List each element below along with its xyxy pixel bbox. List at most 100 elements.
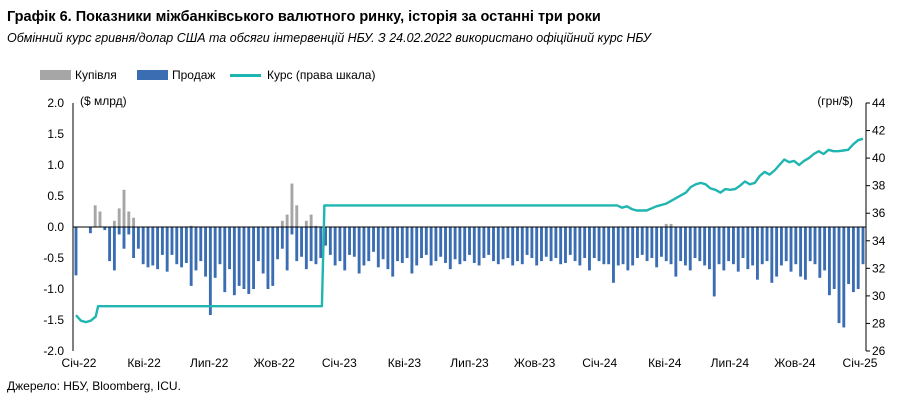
bar-sell (516, 227, 519, 262)
bar-sell (511, 227, 515, 266)
bar-buy (132, 217, 136, 227)
bar-sell (650, 227, 654, 258)
bar-sell (458, 227, 462, 265)
right-axis-tick-label: 34 (872, 234, 886, 248)
bar-sell (247, 227, 251, 294)
bar-sell (851, 227, 855, 293)
bar-sell (688, 227, 692, 271)
bar-sell (141, 227, 145, 265)
bar-sell (189, 227, 193, 286)
left-axis-unit-label: ($ млрд) (80, 94, 127, 108)
bar-sell (861, 227, 865, 265)
bar-sell (208, 227, 212, 316)
bar-sell (271, 227, 275, 286)
bar-sell (607, 227, 611, 265)
bar-sell (343, 227, 347, 271)
bar-sell (386, 227, 390, 270)
x-axis-tick-label: Кві-23 (388, 356, 422, 370)
bar-sell (252, 227, 255, 289)
bar-sell (357, 227, 361, 274)
bar-sell (736, 227, 740, 272)
bar-sell (439, 227, 443, 257)
bar-sell (578, 227, 582, 266)
bar-sell (309, 227, 313, 262)
left-axis-tick-label: 0.5 (47, 189, 64, 203)
bar-sell (88, 227, 92, 234)
x-axis-tick-label: Січ-25 (843, 356, 878, 370)
bar-sell (779, 227, 783, 266)
x-axis-tick-label: Лип-23 (450, 356, 489, 370)
right-axis-tick-label: 38 (872, 179, 886, 193)
legend-label-rate: Курс (права шкала) (267, 68, 376, 82)
bar-sell (741, 227, 745, 258)
bar-sell (276, 227, 279, 260)
bar-sell (568, 227, 572, 255)
bar-sell (232, 227, 236, 296)
bar-sell (636, 227, 639, 258)
chart-subtitle: Обмінний курс гривня/долар США та обсяги… (7, 31, 651, 45)
bar-sell (338, 227, 342, 262)
bar-sell (684, 227, 687, 266)
x-axis-tick-label: Кві-24 (648, 356, 682, 370)
bar-sell (184, 227, 188, 263)
bar-sell (842, 227, 846, 328)
bar-sell (108, 227, 112, 262)
bar-sell (597, 227, 601, 262)
bar-sell (554, 227, 558, 258)
left-axis-tick-label: -0.5 (43, 251, 64, 265)
bar-sell (117, 227, 121, 235)
bar-sell (492, 227, 495, 262)
legend-item-buy: Купівля (40, 68, 117, 82)
bar-sell (794, 227, 798, 265)
bar-sell (165, 227, 169, 272)
bar-sell (136, 227, 140, 249)
bar-sell (832, 227, 836, 289)
bar-sell (170, 227, 174, 255)
right-axis-tick-label: 42 (872, 124, 886, 138)
bar-sell (501, 227, 505, 260)
bar-sell (213, 227, 217, 278)
legend-item-sell: Продаж (137, 68, 215, 82)
bar-sell (760, 227, 764, 265)
x-axis-tick-label: Лип-22 (190, 356, 229, 370)
bar-sell (194, 227, 198, 271)
bar-sell (621, 227, 625, 265)
bar-sell (74, 227, 78, 276)
bar-sell (180, 227, 184, 268)
bar-sell (746, 227, 750, 270)
bar-sell (847, 227, 851, 285)
bar-sell (223, 227, 227, 293)
left-axis-tick-label: -2.0 (43, 344, 64, 358)
bar-sell (477, 227, 481, 266)
bar-buy (314, 225, 318, 227)
legend-swatch-rate (230, 73, 261, 77)
bar-sell (660, 227, 663, 257)
x-axis-tick-label: Жов-22 (254, 356, 296, 370)
left-axis-tick-label: 0.0 (47, 220, 64, 234)
left-axis-tick-label: 1.5 (47, 127, 64, 141)
bar-sell (707, 227, 711, 270)
x-axis-tick-label: Лип-24 (711, 356, 750, 370)
left-axis-tick-label: -1.5 (43, 313, 64, 327)
bar-sell (400, 227, 404, 263)
bar-sell (818, 227, 822, 278)
bar-sell (256, 227, 260, 262)
bar-sell (410, 227, 414, 274)
bar-sell (319, 227, 323, 258)
bar-sell (352, 227, 356, 257)
bar-sell (755, 227, 759, 280)
bar-sell (261, 227, 265, 274)
bar-sell (664, 227, 668, 262)
bar-sell (770, 227, 774, 283)
bar-buy (98, 211, 102, 227)
bar-sell (415, 227, 419, 266)
bar-sell (669, 227, 673, 265)
bar-sell (381, 227, 385, 260)
rate-line (75, 137, 864, 324)
right-axis-tick-label: 44 (872, 96, 886, 110)
bar-sell (602, 227, 606, 265)
bar-sell (544, 227, 548, 257)
bar-sell (420, 227, 423, 258)
bar-sell (151, 227, 155, 266)
bar-sell (112, 227, 116, 271)
